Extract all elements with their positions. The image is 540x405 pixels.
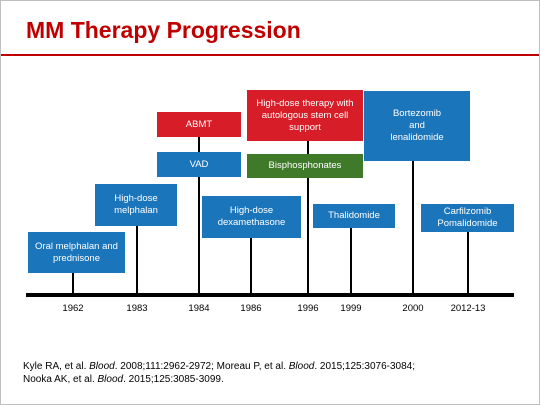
year-label-2000: 2000 (402, 303, 424, 314)
event-vad-label: VAD (189, 158, 209, 170)
ref-moreau-citation: . 2015;125:3076-3084; (314, 361, 415, 372)
slide-title: MM Therapy Progression (26, 17, 301, 43)
timeline-axis (26, 293, 514, 297)
event-high-dose-melphalan: High-dose melphalan (95, 184, 177, 226)
year-label-1983: 1983 (126, 303, 148, 314)
event-abmt-label: ABMT (185, 118, 213, 130)
stem-1999 (350, 228, 352, 294)
event-thalidomide: Thalidomide (313, 204, 395, 228)
ref-nooka-journal: Blood (97, 374, 124, 385)
ref-moreau-journal: Blood (288, 361, 315, 372)
event-high-dose-dexamethasone-label: High-dose dexamethasone (217, 205, 286, 228)
ref-nooka-citation: . 2015;125:3085-3099. (123, 374, 224, 385)
event-bortezomib-lenalidomide-label: Bortezomib and lenalidomide (390, 108, 444, 143)
year-label-1986: 1986 (240, 303, 262, 314)
year-label-1984: 1984 (188, 303, 210, 314)
event-bisphosphonates-label: Bisphosphonates (268, 160, 342, 171)
event-oral-melphalan-label: Oral melphalan and prednisone (35, 240, 118, 264)
ref-nooka-authors: Nooka AK, et al. (23, 374, 98, 385)
ref-kyle-journal: Blood (89, 361, 115, 372)
stem-1984 (198, 137, 200, 294)
event-high-dose-dexamethasone: High-dose dexamethasone (202, 196, 301, 238)
stem-1962 (72, 273, 74, 294)
event-bisphosphonates: Bisphosphonates (247, 154, 363, 178)
year-label-2012-13: 2012-13 (450, 303, 486, 314)
stem-1983 (136, 226, 138, 294)
event-bortezomib-lenalidomide: Bortezomib and lenalidomide (364, 91, 470, 161)
ref-moreau-authors: Moreau P, et al. (216, 361, 289, 372)
stem-2012 (467, 232, 469, 294)
year-label-1996: 1996 (297, 303, 319, 314)
references: Kyle RA, et al. Blood. 2008;111:2962-297… (23, 360, 523, 386)
ref-kyle-citation: . 2008;111:2962-2972; (114, 361, 217, 372)
year-label-1962: 1962 (62, 303, 84, 314)
event-abmt: ABMT (157, 112, 241, 137)
event-high-dose-therapy: High-dose therapy with autologous stem c… (247, 90, 363, 141)
stem-2000 (412, 161, 414, 294)
event-thalidomide-label: Thalidomide (328, 210, 380, 221)
year-label-1999: 1999 (340, 303, 362, 314)
event-carfilzomib-pomalidomide-label: Carfilzomib Pomalidomide (437, 206, 498, 229)
event-carfilzomib-pomalidomide: Carfilzomib Pomalidomide (421, 204, 514, 232)
event-oral-melphalan: Oral melphalan and prednisone (28, 232, 125, 273)
stem-1996 (307, 121, 309, 294)
title-underline (1, 54, 539, 56)
event-vad: VAD (157, 152, 241, 177)
event-high-dose-melphalan-label: High-dose melphalan (114, 193, 158, 216)
ref-kyle-authors: Kyle RA, et al. (23, 361, 90, 372)
stem-1986 (250, 238, 252, 294)
event-high-dose-therapy-label: High-dose therapy with autologous stem c… (256, 97, 354, 133)
